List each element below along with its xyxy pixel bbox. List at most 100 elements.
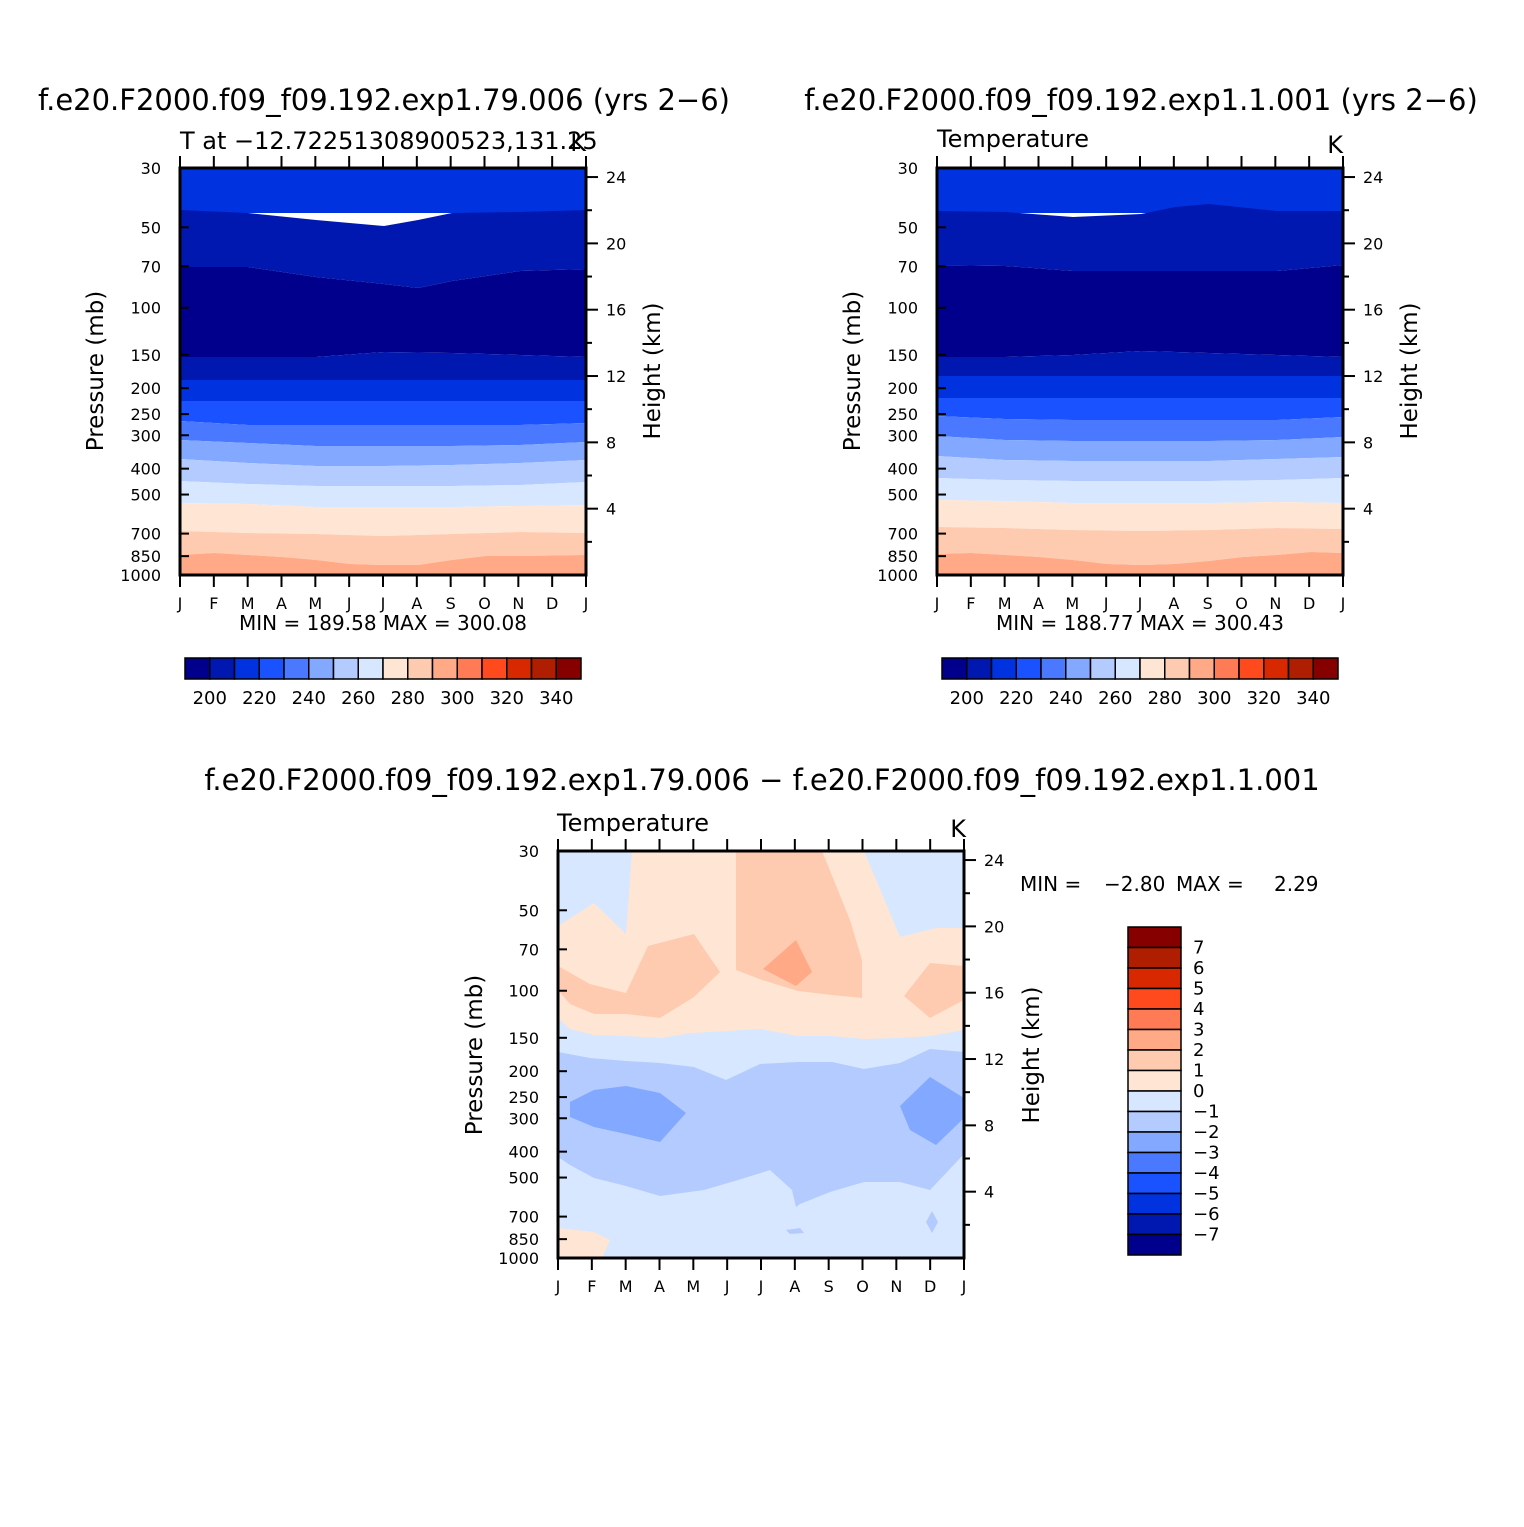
p2-month-label: A xyxy=(1033,594,1044,613)
cbar2-box-14 xyxy=(1287,657,1314,680)
p3-ptick-label-1000: 1000 xyxy=(498,1249,539,1268)
p2-month-label: O xyxy=(1235,594,1248,613)
cbar2-label-220: 220 xyxy=(999,688,1033,709)
p2-ptick-label-100: 100 xyxy=(887,299,918,318)
t1-band-7 xyxy=(180,421,586,446)
cbar2-box-7 xyxy=(1114,657,1141,680)
p1-month-label: S xyxy=(446,594,456,613)
panel-2-subtitle: Temperature xyxy=(936,125,1089,153)
panel-2-title: f.e20.F2000.f09_f09.192.exp1.1.001 (yrs … xyxy=(804,83,1478,117)
p2-ptick-label-30: 30 xyxy=(898,159,918,178)
cbar3-box-8 xyxy=(1127,1090,1182,1113)
cbar2-box-5 xyxy=(1065,657,1092,680)
p2-month-label: F xyxy=(966,594,975,613)
p3-htick-label-16: 16 xyxy=(984,984,1004,1003)
d-cool-mid xyxy=(558,1049,964,1207)
p2-htick-label-16: 16 xyxy=(1363,301,1383,320)
p2-ptick-label-400: 400 xyxy=(887,460,918,479)
t1-band-8 xyxy=(180,440,586,466)
cbar1-box-12 xyxy=(481,657,508,680)
p3-ptick-label-300: 300 xyxy=(508,1109,539,1128)
d-warmer-2 xyxy=(736,851,862,998)
cbar2-box-4 xyxy=(1040,657,1067,680)
cbar1-label-340: 340 xyxy=(539,688,573,709)
cbar1-label-320: 320 xyxy=(490,688,524,709)
p2-htick-label-12: 12 xyxy=(1363,367,1383,386)
cbar1-label-300: 300 xyxy=(440,688,474,709)
p3-month-label: J xyxy=(961,1277,967,1296)
cbar3-box-6 xyxy=(1127,1049,1182,1072)
cbar2-box-12 xyxy=(1238,657,1265,680)
p2-ptick-label-500: 500 xyxy=(887,486,918,505)
cbar1-box-11 xyxy=(456,657,483,680)
cbar2-label-340: 340 xyxy=(1296,688,1330,709)
t1-band-1 xyxy=(180,168,586,213)
t2-band-6 xyxy=(937,398,1343,420)
p3-month-label: J xyxy=(724,1277,730,1296)
cbar3-box-12 xyxy=(1127,1172,1182,1195)
cbar3-label-14: −7 xyxy=(1193,1225,1220,1246)
t2-band-4 xyxy=(937,351,1343,378)
p2-htick-label-24: 24 xyxy=(1363,168,1383,187)
p3-ptick-label-500: 500 xyxy=(508,1169,539,1188)
p3-month-label: J xyxy=(758,1277,764,1296)
cbar1-box-6 xyxy=(332,657,359,680)
t2-band-5 xyxy=(937,376,1343,400)
cbar3-box-4 xyxy=(1127,1008,1182,1031)
p3-month-label: A xyxy=(654,1277,665,1296)
p3-ptick-label-850: 850 xyxy=(508,1230,539,1249)
panel-3-ylabel: Pressure (mb) xyxy=(462,975,488,1135)
panel-2-ylabel: Pressure (mb) xyxy=(840,291,866,451)
panel-2-contour-field xyxy=(937,168,1343,574)
cbar3-box-14 xyxy=(1127,1213,1182,1236)
p1-ptick-label-850: 850 xyxy=(130,547,161,566)
t2-band-13 xyxy=(937,552,1343,574)
cbar1-box-15 xyxy=(555,657,582,680)
p2-ptick-label-50: 50 xyxy=(898,218,918,237)
t1-band-3 xyxy=(180,267,586,357)
panel-2-colorbar: 200 220 240 260 280 300 320 340 xyxy=(941,657,1339,709)
d-cooler-left xyxy=(570,1086,686,1142)
p1-month-label: M xyxy=(308,594,322,613)
p1-month-label: D xyxy=(546,594,558,613)
p3-month-label: O xyxy=(856,1277,869,1296)
t1-band-2 xyxy=(180,210,586,288)
p1-month-label: O xyxy=(478,594,491,613)
cbar1-label-260: 260 xyxy=(341,688,375,709)
panel-1-colorbar: 200 220 240 260 280 300 320 340 xyxy=(184,657,582,709)
p1-htick-label-4: 4 xyxy=(606,500,616,519)
t2-band-8 xyxy=(937,436,1343,461)
panel-2: f.e20.F2000.f09_f09.192.exp1.1.001 (yrs … xyxy=(804,83,1478,709)
p2-ptick-label-300: 300 xyxy=(887,426,918,445)
p2-month-label: S xyxy=(1203,594,1213,613)
p1-ptick-label-30: 30 xyxy=(141,159,161,178)
p2-htick-label-8: 8 xyxy=(1363,433,1373,452)
p1-month-label: J xyxy=(346,594,352,613)
panel-3-contour-field xyxy=(558,851,964,1258)
p3-ptick-label-150: 150 xyxy=(508,1029,539,1048)
t2-band-1 xyxy=(937,168,1343,213)
t2-band-7 xyxy=(937,416,1343,441)
cbar3-label-5: 2 xyxy=(1193,1040,1204,1061)
p2-month-label: N xyxy=(1269,594,1281,613)
p1-htick-label-20: 20 xyxy=(606,234,626,253)
p3-htick-label-24: 24 xyxy=(984,851,1004,870)
p3-month-label: J xyxy=(555,1277,561,1296)
p3-ptick-label-50: 50 xyxy=(519,901,539,920)
p2-month-label: J xyxy=(1137,594,1143,613)
cbar3-box-3 xyxy=(1127,987,1182,1010)
cbar3-box-5 xyxy=(1127,1028,1182,1051)
cbar2-box-13 xyxy=(1263,657,1290,680)
cbar2-box-2 xyxy=(990,657,1017,680)
p3-ptick-label-200: 200 xyxy=(508,1062,539,1081)
t1-band-6 xyxy=(180,401,586,425)
p2-month-label: M xyxy=(998,594,1012,613)
cbar1-box-10 xyxy=(431,657,458,680)
panel-3-subtitle: Temperature xyxy=(556,809,709,837)
p1-month-label: J xyxy=(583,594,589,613)
p3-month-label: M xyxy=(686,1277,700,1296)
panel-1-title: f.e20.F2000.f09_f09.192.exp1.79.006 (yrs… xyxy=(38,83,730,117)
t2-band-9 xyxy=(937,456,1343,481)
p1-htick-label-24: 24 xyxy=(606,168,626,187)
